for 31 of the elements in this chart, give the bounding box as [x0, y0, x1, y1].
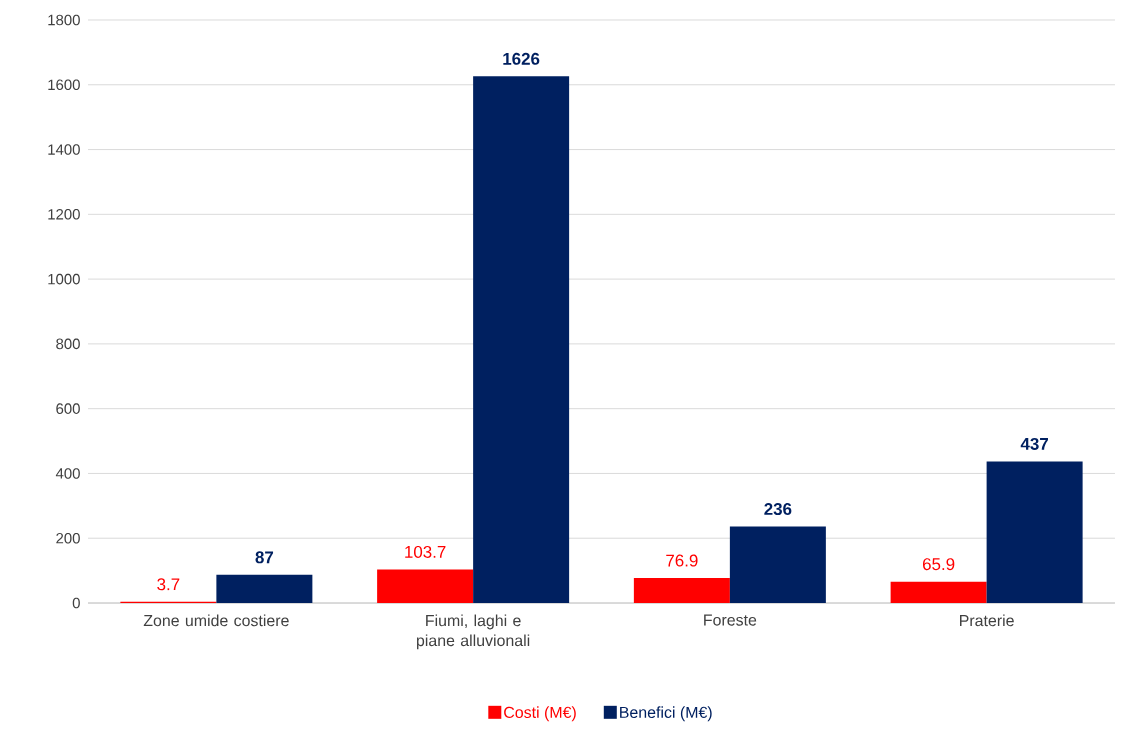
y-tick-label: 0: [72, 597, 80, 609]
bar: [377, 569, 474, 603]
data-label: 3.7: [157, 578, 180, 591]
y-tick-label: 400: [55, 468, 80, 479]
y-tick-label: 600: [56, 403, 80, 414]
y-tick-label: 1800: [48, 14, 80, 26]
bar: [890, 581, 987, 603]
y-tick-label: 200: [56, 532, 80, 544]
bar: [473, 76, 570, 603]
data-label: 437: [1020, 437, 1048, 450]
bar: [633, 578, 730, 603]
data-label: 65.9: [922, 558, 955, 571]
y-tick-label: 1200: [48, 209, 80, 220]
data-label: 87: [255, 551, 274, 564]
y-tick-label: 1400: [48, 144, 80, 155]
bar: [729, 526, 826, 603]
y-tick-label: 1000: [48, 273, 80, 285]
data-label: 76.9: [666, 554, 698, 567]
y-tick-label: 800: [56, 338, 80, 350]
data-label: 236: [764, 503, 792, 516]
data-label: 1626: [503, 52, 540, 65]
data-label: 103.7: [405, 545, 446, 558]
y-tick-label: 1600: [48, 79, 80, 91]
bar: [986, 461, 1083, 603]
x-tick-label: Foreste: [704, 614, 757, 626]
bar: [216, 574, 313, 603]
x-tick-label: Fiumi, laghi e piane alluvionali: [416, 614, 530, 650]
legend-label: Benefici (M€): [620, 706, 712, 722]
legend-label: Costi (M€): [504, 706, 576, 722]
x-tick-label: Praterie: [960, 614, 1014, 627]
x-tick-label: Zone umide costiere: [143, 614, 289, 627]
